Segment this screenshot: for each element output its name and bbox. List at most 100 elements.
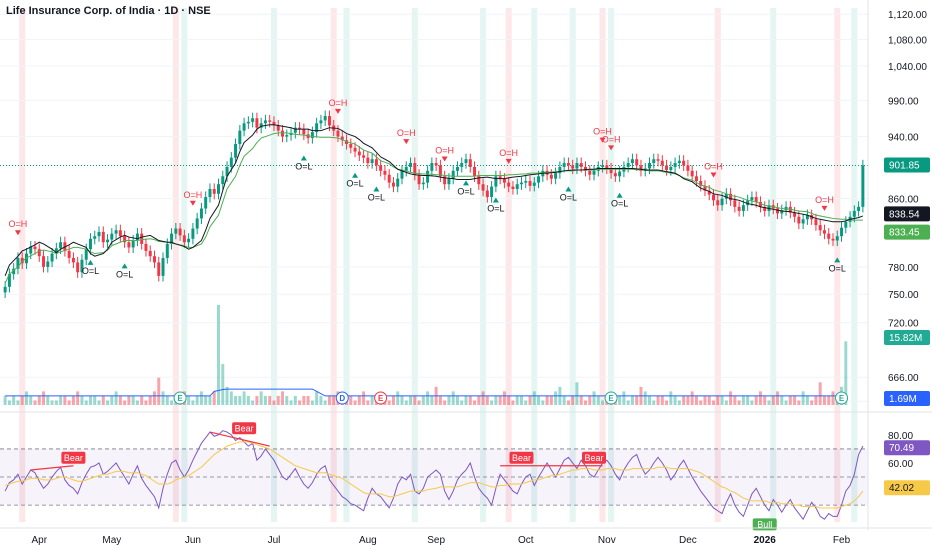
candle-body	[268, 120, 272, 122]
event-letter: E	[839, 394, 845, 403]
candle-body	[665, 165, 669, 171]
candle-body	[165, 243, 169, 258]
volume-bar	[635, 395, 639, 405]
ol-label: O=L	[487, 203, 504, 213]
volume-bar	[229, 391, 233, 405]
candle-body	[212, 188, 216, 194]
candle-body	[84, 249, 88, 260]
candle-body	[12, 268, 16, 275]
candle-body	[677, 160, 681, 164]
candle-body	[716, 200, 720, 206]
ol-arrow	[616, 192, 623, 198]
volume-bar	[84, 400, 88, 405]
candle-body	[618, 171, 622, 177]
volume-bar	[409, 395, 413, 405]
volume-bar	[460, 400, 464, 405]
volume-bar	[451, 391, 455, 405]
volume-bar	[110, 395, 114, 405]
candle-body	[251, 118, 255, 122]
time-tick-label: Jun	[185, 535, 201, 546]
volume-bar	[327, 395, 331, 405]
candle-body	[366, 157, 370, 164]
candle-body	[703, 185, 707, 191]
volume-bar	[554, 391, 558, 405]
volume-bar	[3, 395, 7, 405]
candle-body	[443, 176, 447, 185]
candle-body	[234, 144, 238, 158]
candle-body	[3, 286, 7, 293]
rsi-ma-badge: 42.02	[884, 480, 930, 496]
oh-arrow	[821, 205, 828, 211]
volume-bar	[694, 395, 698, 405]
price-axis[interactable]: 1,120.00 1,080.00 1,040.00 990.00 940.00 860.…	[867, 0, 930, 530]
divergence-bear: Bear	[232, 422, 257, 435]
candle-body	[140, 233, 144, 244]
price-axis-label: 990.00	[888, 96, 919, 107]
candle-body	[511, 186, 515, 189]
badge-bg	[884, 330, 930, 345]
volume-bar	[123, 400, 127, 405]
volume-bar	[648, 395, 651, 405]
candle-body	[733, 200, 737, 207]
price-axis-label: 720.00	[888, 319, 919, 330]
oh-arrow	[441, 156, 448, 162]
shade-band	[569, 8, 576, 522]
price-axis-label: 860.00	[888, 195, 919, 206]
badge-text: 1.69M	[889, 394, 917, 405]
candle-body	[383, 170, 387, 175]
time-axis[interactable]: Apr May Jun Jul Aug Sep Oct Nov Dec 2026 Feb	[0, 527, 932, 546]
candle-body	[460, 163, 464, 167]
volume-bar	[618, 395, 622, 405]
volume-bar	[212, 391, 216, 405]
volume-bar	[682, 395, 686, 405]
candle-body	[805, 215, 809, 220]
ol-arrow	[352, 172, 359, 178]
candle-body	[673, 163, 677, 167]
candle-body	[669, 166, 673, 171]
candle-body	[170, 233, 174, 244]
volume-bar	[140, 395, 144, 405]
volume-bar	[707, 395, 711, 405]
oh-arrow	[334, 108, 341, 114]
divergence-text: Bear	[64, 453, 83, 463]
price-axis-label: 1,040.00	[888, 62, 927, 73]
oh-arrow	[14, 230, 21, 236]
volume-bar	[332, 395, 336, 405]
candle-body	[76, 262, 80, 273]
shade-band	[270, 8, 277, 522]
volume-bar	[323, 400, 327, 405]
divergence-bear: Bear	[582, 451, 607, 464]
volume-bar	[106, 400, 110, 405]
candle-body	[583, 166, 587, 171]
candle-body	[54, 248, 58, 254]
volume-bar	[417, 400, 421, 405]
volume-bar	[669, 391, 673, 405]
candle-body	[101, 231, 105, 243]
volume-bar	[519, 395, 523, 405]
volume-bar	[349, 395, 353, 405]
badge-bg	[884, 157, 930, 173]
candle-body	[42, 256, 46, 267]
candle-body	[302, 129, 306, 135]
volume-bar	[767, 400, 771, 405]
volume-bar	[285, 395, 289, 405]
volume-bar	[366, 400, 370, 405]
volume-bar	[152, 391, 156, 405]
volume-bar	[33, 400, 37, 405]
volume-bar	[455, 395, 459, 405]
candle-body	[831, 238, 835, 241]
ol-label: O=L	[829, 263, 846, 273]
candle-body	[391, 182, 395, 187]
time-tick-label: Feb	[833, 535, 851, 546]
shade-band	[851, 8, 858, 522]
candle-body	[575, 163, 579, 169]
volume-bar	[148, 395, 152, 405]
volume-bar	[579, 395, 583, 405]
volume-bar	[490, 400, 494, 405]
rsi-ma-line	[4, 441, 864, 509]
candle-body	[204, 197, 208, 209]
candle-body	[16, 257, 20, 269]
